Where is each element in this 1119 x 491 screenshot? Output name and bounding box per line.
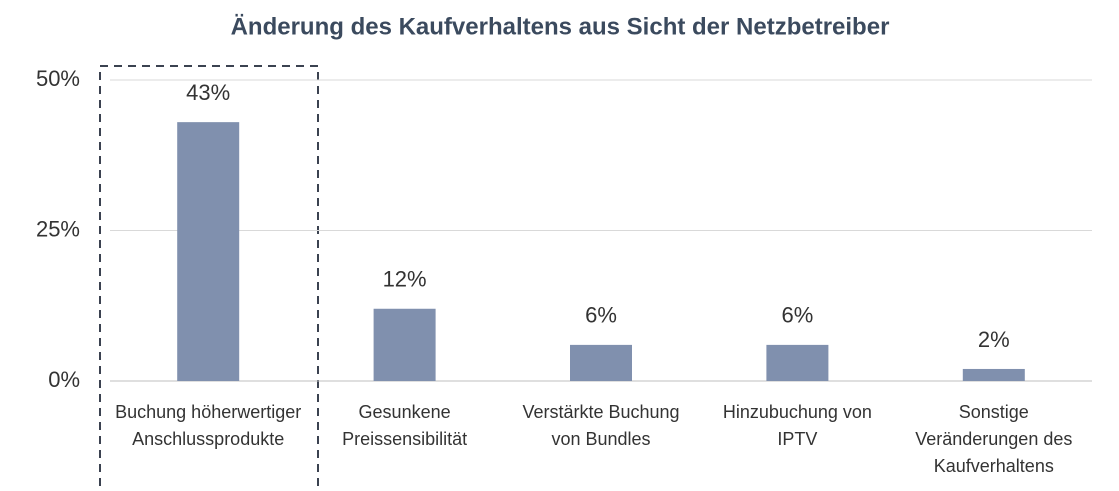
value-label: 2% bbox=[978, 327, 1010, 352]
value-label: 43% bbox=[186, 80, 230, 105]
bar bbox=[570, 344, 632, 381]
bar bbox=[373, 308, 436, 381]
x-tick-label: Verstärkte Buchung von Bundles bbox=[522, 402, 680, 449]
y-tick-label: 25% bbox=[36, 216, 80, 241]
value-label: 6% bbox=[585, 303, 617, 328]
chart-title: Änderung des Kaufverhaltens aus Sicht de… bbox=[231, 13, 890, 40]
x-tick-label: Hinzubuchung von IPTV bbox=[722, 402, 872, 449]
y-tick-label: 50% bbox=[36, 66, 80, 91]
value-label: 6% bbox=[782, 303, 814, 328]
bar bbox=[766, 344, 829, 381]
x-tick-label: Gesunkene Preissensibilität bbox=[342, 402, 468, 449]
highlight-box bbox=[99, 65, 319, 491]
value-label: 12% bbox=[383, 267, 427, 292]
x-tick-label: Buchung höherwertiger Anschlussprodukte bbox=[115, 402, 302, 449]
x-tick-label: Sonstige Veränderungen des Kaufverhalten… bbox=[915, 402, 1073, 476]
y-tick-label: 0% bbox=[48, 367, 80, 392]
bar bbox=[177, 122, 240, 381]
bar bbox=[962, 368, 1025, 381]
